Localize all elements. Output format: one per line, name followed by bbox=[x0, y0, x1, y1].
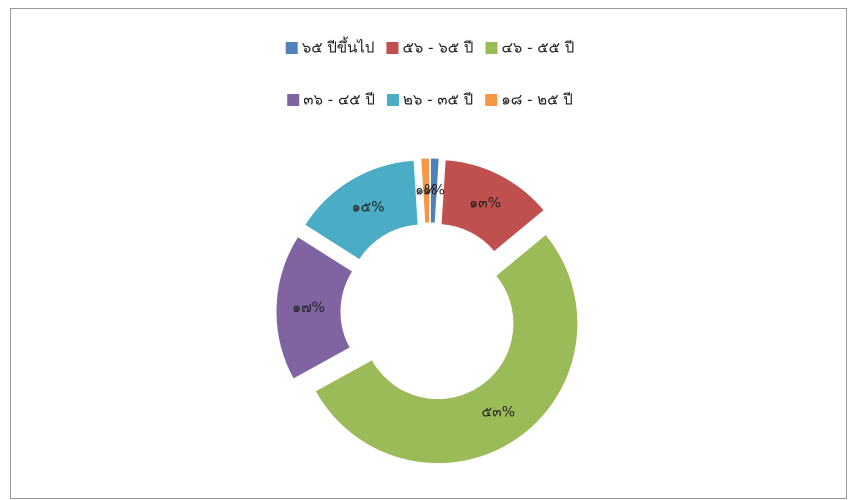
legend-swatch bbox=[287, 94, 300, 106]
donut-slice bbox=[275, 235, 354, 380]
legend-label: ๕๖ - ๖๕ ปี bbox=[402, 39, 473, 57]
legend-label: ๖๕ ปีขึ้นไป bbox=[302, 37, 375, 57]
donut-slice bbox=[429, 157, 440, 224]
legend-swatch bbox=[386, 94, 399, 106]
slice-label: ๕๓% bbox=[482, 404, 515, 420]
legend-label: ๓๖ - ๔๕ ปี bbox=[303, 91, 375, 109]
slice-label: ๑๗% bbox=[292, 300, 325, 316]
donut-slice bbox=[314, 233, 579, 465]
slice-label: ๑๕% bbox=[352, 199, 385, 215]
legend-label: ๑๘ - ๒๕ ปี bbox=[501, 91, 573, 109]
legend-swatch bbox=[285, 42, 298, 54]
legend-swatch bbox=[485, 42, 498, 54]
donut-slice bbox=[303, 159, 419, 261]
legend-swatch bbox=[386, 42, 399, 54]
donut-slice bbox=[420, 157, 431, 224]
legend-label: ๔๖ - ๕๕ ปี bbox=[501, 39, 574, 57]
legend-swatch bbox=[485, 94, 498, 106]
slice-label: ๑๓% bbox=[469, 196, 501, 212]
slice-label: ๑% bbox=[415, 183, 437, 199]
donut-slice bbox=[440, 159, 545, 253]
legend-label: ๒๖ - ๓๕ ปี bbox=[403, 91, 473, 109]
slice-label: ๑% bbox=[423, 183, 445, 199]
